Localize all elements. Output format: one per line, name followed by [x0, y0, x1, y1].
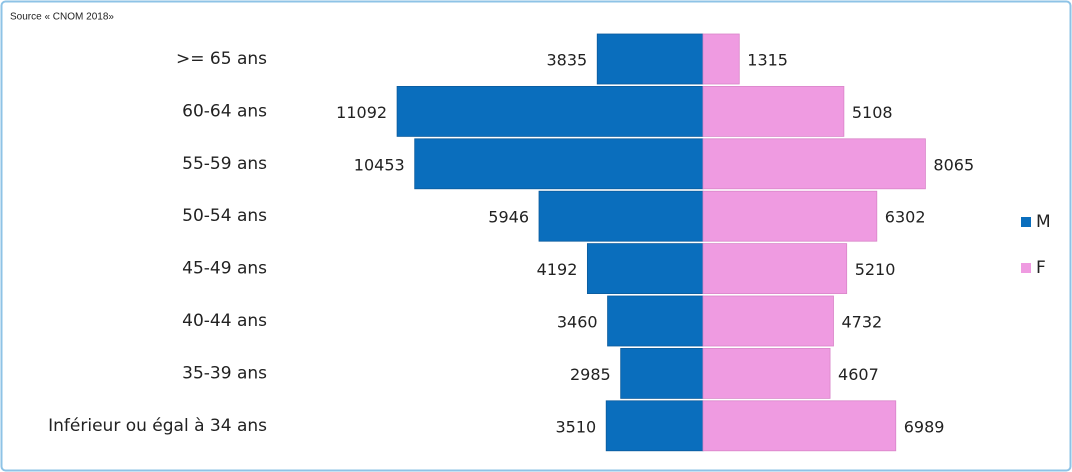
value-label: 4732	[842, 313, 883, 332]
value-label: 8065	[933, 155, 974, 174]
bar	[702, 243, 848, 295]
category-label: 40-44 ans	[182, 311, 267, 331]
bar	[702, 347, 831, 399]
bar	[702, 33, 740, 85]
bar	[620, 347, 704, 399]
bar	[702, 400, 897, 452]
bar	[538, 190, 704, 242]
bar	[596, 33, 704, 85]
category-label: >= 65 ans	[176, 49, 267, 69]
value-label: 4192	[537, 260, 578, 279]
legend-label: M	[1036, 212, 1051, 232]
value-label: 10453	[354, 155, 405, 174]
bar	[702, 86, 845, 137]
bar	[586, 243, 704, 295]
bar	[414, 138, 704, 190]
value-label: 3460	[557, 313, 598, 332]
bar	[702, 190, 878, 242]
category-label: 60-64 ans	[182, 101, 267, 121]
category-label: 55-59 ans	[182, 154, 267, 174]
bar	[396, 86, 704, 137]
value-label: 6302	[885, 208, 926, 227]
bar	[702, 138, 926, 190]
value-label: 3510	[555, 417, 596, 436]
value-label: 5108	[852, 103, 893, 122]
category-label: 35-39 ans	[182, 363, 267, 383]
category-label: Inférieur ou égal à 34 ans	[48, 416, 267, 436]
category-label: 45-49 ans	[182, 259, 267, 279]
value-label: 5946	[488, 208, 529, 227]
value-label: 6989	[904, 417, 945, 436]
bar	[702, 295, 834, 347]
value-label: 1315	[747, 51, 788, 70]
bar	[605, 400, 704, 452]
legend-swatch	[1021, 263, 1031, 273]
legend-label: F	[1036, 258, 1046, 278]
value-label: 4607	[838, 365, 879, 384]
value-label: 3835	[547, 51, 588, 70]
legend-swatch	[1021, 217, 1031, 227]
value-label: 5210	[855, 260, 896, 279]
bar	[607, 295, 704, 347]
category-label: 50-54 ans	[182, 206, 267, 226]
source: Source « CNOM 2018»	[10, 12, 114, 23]
value-label: 2985	[570, 365, 611, 384]
value-label: 11092	[336, 103, 387, 122]
